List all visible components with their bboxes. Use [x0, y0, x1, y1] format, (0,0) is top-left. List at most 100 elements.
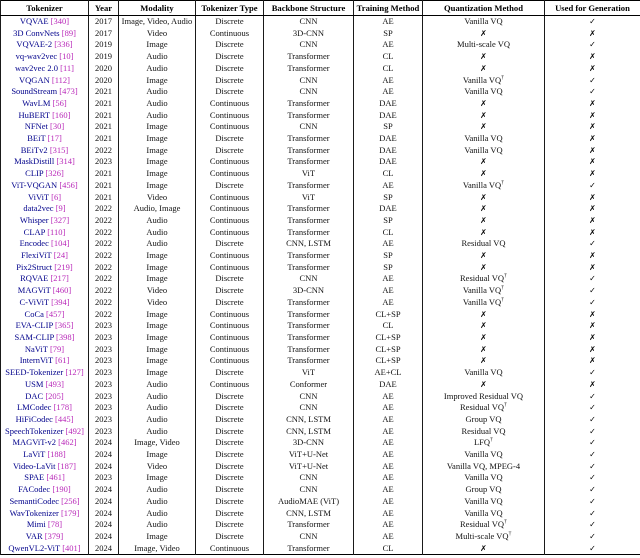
year-cell: 2021: [88, 121, 119, 134]
citation-link[interactable]: [315]: [47, 144, 69, 155]
check-icon: ✓: [589, 508, 596, 518]
citation-link[interactable]: [11]: [57, 62, 74, 73]
citation-link[interactable]: [104]: [48, 238, 70, 249]
modality-cell: Video: [118, 460, 196, 473]
tokenizer-name: VQGAN: [19, 74, 50, 85]
modality-cell: Image: [118, 273, 196, 286]
citation-link[interactable]: [336]: [52, 39, 73, 50]
citation-link[interactable]: [473]: [57, 86, 78, 97]
citation-link[interactable]: [365]: [52, 320, 74, 331]
tokenizer-cell: vq-wav2vec [10]: [0, 51, 89, 63]
modality-cell: Image: [118, 355, 196, 368]
citation-link[interactable]: [401]: [60, 542, 81, 553]
citation-link[interactable]: [179]: [58, 507, 80, 518]
tokenizer-type-cell: Continuous: [195, 156, 264, 169]
citation-link[interactable]: [190]: [50, 484, 71, 495]
citation-link[interactable]: [17]: [45, 133, 62, 144]
backbone-structure-cell: ViT: [263, 191, 354, 204]
cross-icon: ✗: [589, 52, 596, 62]
training-method-cell: CL: [353, 226, 423, 239]
year-cell: 2023: [88, 355, 119, 368]
modality-cell: Image: [118, 331, 196, 344]
citation-link[interactable]: [24]: [51, 250, 68, 261]
citation-link[interactable]: [110]: [45, 226, 66, 237]
citation-link[interactable]: [314]: [54, 156, 75, 167]
citation-link[interactable]: [79]: [47, 343, 65, 354]
table-row: Pix2Struct [219] 2022 Image Continuous Trans…: [0, 261, 640, 274]
citation-link[interactable]: [493]: [43, 378, 64, 389]
tokenizer-name: USM: [25, 378, 44, 389]
citation-link[interactable]: [492]: [63, 425, 84, 436]
citation-link[interactable]: [178]: [51, 402, 72, 413]
column-header-quantization-method: Quantization Method: [422, 0, 545, 16]
citation-link[interactable]: [217]: [48, 273, 69, 284]
citation-link[interactable]: [326]: [43, 168, 64, 179]
used-for-generation-cell: ✓: [544, 507, 640, 520]
citation-link[interactable]: [187]: [55, 460, 76, 471]
citation-link[interactable]: [188]: [45, 449, 66, 460]
citation-link[interactable]: [340]: [48, 16, 70, 26]
citation-link[interactable]: [256]: [59, 495, 80, 506]
modality-cell: Audio: [118, 62, 196, 75]
quantization-method-cell: Vanilla VQ†: [422, 74, 545, 87]
training-method-cell: CL: [353, 320, 423, 332]
table-row: WavTokenizer [179] 2024 Audio Discrete CNN, …: [0, 507, 640, 520]
tokenizer-name: FACodec: [18, 484, 51, 495]
citation-link[interactable]: [112]: [49, 74, 70, 85]
citation-link[interactable]: [56]: [50, 97, 67, 108]
cross-icon: ✗: [589, 251, 596, 261]
tokenizer-type-cell: Continuous: [195, 121, 264, 134]
table-row: Encodec [104] 2022 Audio Discrete CNN, LSTM A…: [0, 238, 640, 251]
tokenizer-name: NaViT: [24, 343, 48, 354]
citation-link[interactable]: [398]: [53, 331, 75, 342]
cross-icon: ✗: [480, 204, 487, 214]
citation-link[interactable]: [6]: [48, 191, 62, 202]
quantization-method-cell: LFQ†: [422, 437, 545, 450]
citation-link[interactable]: [327]: [48, 214, 70, 225]
cross-icon: ✗: [480, 28, 487, 38]
quantization-method-cell: ✗: [422, 355, 545, 368]
citation-link[interactable]: [127]: [63, 367, 84, 378]
year-cell: 2023: [88, 367, 119, 379]
table-row: FACodec [190] 2024 Audio Discrete CNN AE Group…: [0, 484, 640, 496]
tokenizer-name: WavTokenizer: [9, 507, 59, 518]
table-row: RQVAE [217] 2022 Image Discrete CNN AE Residua…: [0, 273, 640, 286]
cross-icon: ✗: [480, 98, 487, 108]
citation-link[interactable]: [61]: [53, 355, 70, 366]
citation-link[interactable]: [30]: [47, 121, 65, 132]
quantization-method-cell: Vanilla VQ: [422, 367, 545, 379]
citation-link[interactable]: [160]: [49, 109, 71, 120]
quantization-method-cell: ✗: [422, 191, 545, 204]
training-method-cell: CL: [353, 168, 423, 180]
citation-link[interactable]: [78]: [45, 519, 63, 530]
citation-link[interactable]: [394]: [48, 296, 70, 307]
citation-link[interactable]: [89]: [59, 27, 76, 38]
citation-link[interactable]: [9]: [53, 203, 66, 214]
tokenizer-type-cell: Discrete: [195, 507, 264, 520]
citation-link[interactable]: [205]: [43, 390, 64, 401]
tokenizer-type-cell: Discrete: [195, 437, 264, 450]
citation-link[interactable]: [445]: [52, 413, 74, 424]
training-method-cell: DAE: [353, 203, 423, 215]
citation-link[interactable]: [379]: [42, 530, 64, 541]
dagger-mark: †: [501, 180, 505, 187]
tokenizer-type-cell: Continuous: [195, 320, 264, 332]
quantization-method-cell: ✗: [422, 542, 545, 555]
citation-link[interactable]: [457]: [43, 308, 65, 319]
citation-link[interactable]: [460]: [50, 285, 72, 296]
citation-link[interactable]: [461]: [44, 472, 65, 483]
citation-link[interactable]: [462]: [56, 437, 77, 448]
citation-link[interactable]: [10]: [57, 51, 74, 62]
training-method-cell: SP: [353, 214, 423, 227]
tokenizer-name: SEED-Tokenizer: [5, 367, 64, 378]
dagger-mark: †: [490, 437, 494, 444]
modality-cell: Audio: [118, 484, 196, 496]
tokenizer-type-cell: Continuous: [195, 355, 264, 368]
citation-link[interactable]: [456]: [57, 179, 78, 190]
citation-link[interactable]: [219]: [52, 261, 73, 272]
training-method-cell: AE: [353, 402, 423, 414]
backbone-structure-cell: CNN, LSTM: [263, 507, 354, 520]
used-for-generation-cell: ✓: [544, 367, 640, 379]
quantization-method-cell: Vanilla VQ: [422, 133, 545, 145]
tokenizer-type-cell: Continuous: [195, 378, 264, 391]
